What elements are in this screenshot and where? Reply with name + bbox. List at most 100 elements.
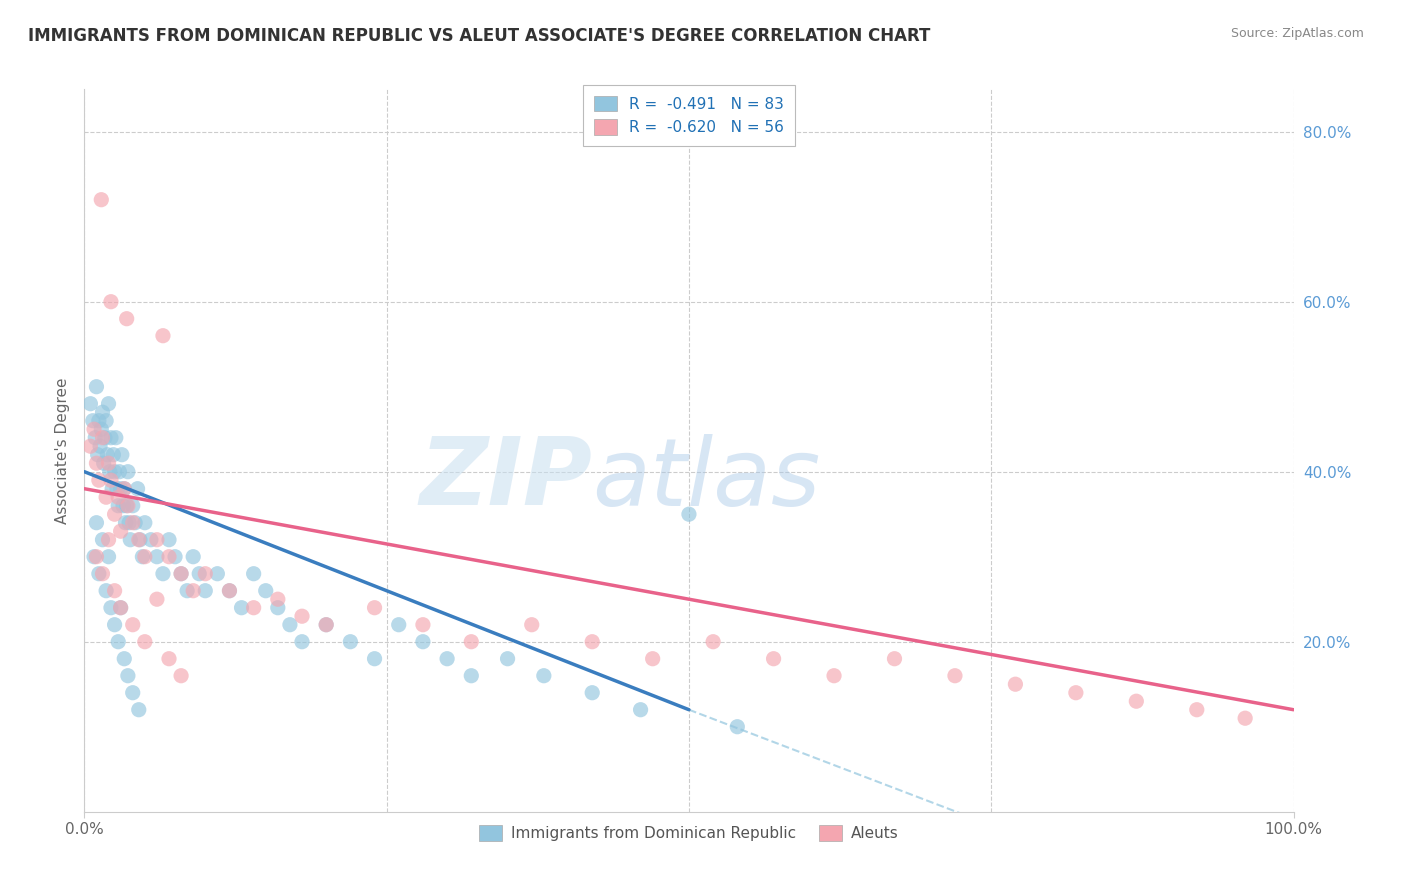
Point: [641, 651, 664, 665]
Point: [107, 499, 129, 513]
Point: [83, 422, 105, 436]
Point: [436, 651, 458, 665]
Point: [104, 617, 127, 632]
Point: [86, 448, 108, 462]
Point: [533, 669, 555, 683]
Point: [124, 516, 146, 530]
Point: [110, 600, 132, 615]
Point: [118, 516, 141, 530]
Point: [90, 422, 112, 436]
Point: [107, 634, 129, 648]
Point: [278, 617, 301, 632]
Point: [1185, 703, 1208, 717]
Point: [121, 617, 143, 632]
Point: [117, 499, 139, 513]
Point: [105, 482, 128, 496]
Point: [139, 533, 162, 547]
Point: [134, 634, 156, 648]
Point: [943, 669, 966, 683]
Point: [86, 380, 108, 394]
Point: [170, 566, 193, 581]
Point: [96, 448, 118, 462]
Point: [231, 600, 253, 615]
Point: [146, 592, 169, 607]
Point: [100, 294, 122, 309]
Point: [134, 549, 156, 564]
Point: [115, 311, 138, 326]
Point: [520, 617, 543, 632]
Point: [110, 482, 132, 496]
Point: [157, 651, 180, 665]
Point: [115, 499, 138, 513]
Point: [97, 397, 120, 411]
Point: [94, 490, 117, 504]
Point: [315, 617, 337, 632]
Point: [725, 720, 748, 734]
Point: [82, 414, 104, 428]
Point: [630, 703, 652, 717]
Point: [103, 448, 125, 462]
Point: [134, 516, 156, 530]
Point: [762, 651, 785, 665]
Point: [146, 533, 169, 547]
Point: [883, 651, 905, 665]
Point: [86, 516, 108, 530]
Point: [1004, 677, 1026, 691]
Point: [128, 703, 150, 717]
Point: [165, 549, 187, 564]
Point: [218, 583, 240, 598]
Point: [181, 549, 204, 564]
Point: [157, 533, 180, 547]
Point: [93, 456, 115, 470]
Point: [101, 482, 124, 496]
Point: [104, 507, 127, 521]
Point: [157, 549, 180, 564]
Point: [79, 439, 101, 453]
Point: [117, 465, 139, 479]
Point: [823, 669, 845, 683]
Point: [104, 465, 127, 479]
Point: [127, 482, 149, 496]
Point: [112, 651, 135, 665]
Point: [86, 549, 108, 564]
Point: [97, 456, 120, 470]
Point: [291, 609, 314, 624]
Point: [315, 617, 337, 632]
Point: [87, 414, 110, 428]
Point: [98, 465, 121, 479]
Point: [117, 669, 139, 683]
Point: [1064, 686, 1087, 700]
Point: [100, 473, 122, 487]
Point: [90, 193, 112, 207]
Point: [218, 583, 240, 598]
Point: [291, 634, 314, 648]
Point: [97, 533, 120, 547]
Point: [267, 600, 290, 615]
Point: [91, 533, 114, 547]
Point: [170, 566, 193, 581]
Point: [702, 634, 724, 648]
Point: [97, 549, 120, 564]
Point: [1125, 694, 1147, 708]
Point: [94, 414, 117, 428]
Point: [170, 669, 193, 683]
Point: [254, 583, 277, 598]
Point: [114, 516, 136, 530]
Point: [194, 583, 217, 598]
Point: [84, 431, 107, 445]
Point: [207, 566, 229, 581]
Point: [110, 600, 132, 615]
Point: [107, 490, 129, 504]
Point: [104, 431, 127, 445]
Point: [412, 617, 434, 632]
Point: [87, 473, 110, 487]
Point: [152, 328, 174, 343]
Point: [267, 592, 290, 607]
Point: [581, 634, 603, 648]
Point: [146, 549, 169, 564]
Point: [87, 566, 110, 581]
Point: [152, 566, 174, 581]
Point: [121, 686, 143, 700]
Point: [181, 583, 204, 598]
Point: [412, 634, 434, 648]
